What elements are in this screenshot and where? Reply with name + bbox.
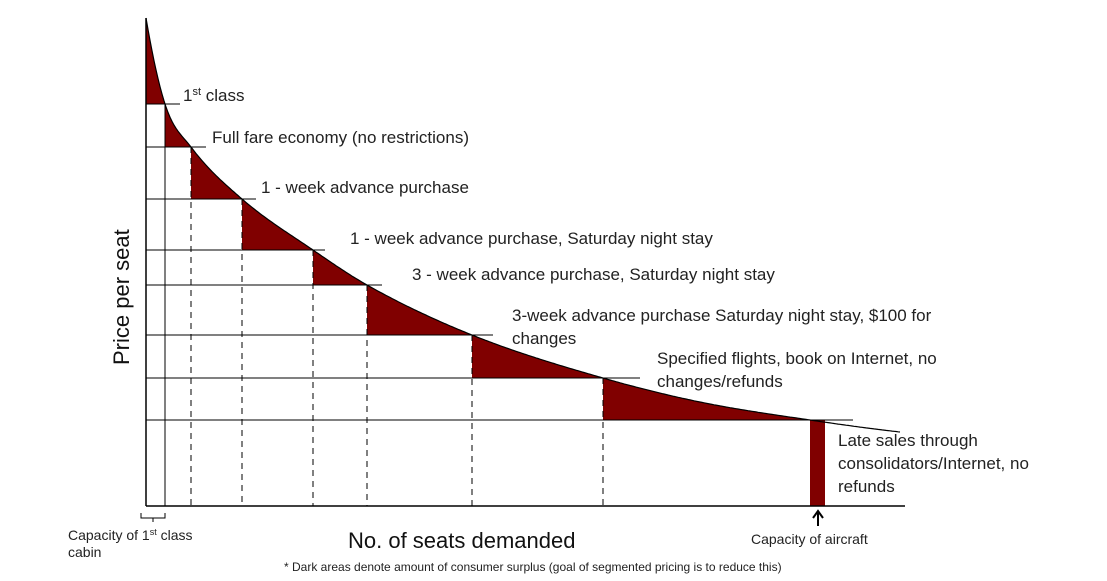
fare-label-1-week-saturday: 1 - week advance purchase, Saturday nigh…: [350, 229, 713, 248]
footnote: * Dark areas denote amount of consumer s…: [284, 560, 782, 574]
surplus-area-3-week-saturday-100: [367, 285, 472, 335]
fare-label-1-week: 1 - week advance purchase: [261, 178, 469, 197]
surplus-area-specified-flights: [472, 335, 603, 378]
demand-curve: [145, 17, 901, 433]
y-axis-title: Price per seat: [109, 229, 134, 365]
capacity-aircraft-label: Capacity of aircraft: [751, 531, 868, 547]
surplus-areas: [146, 18, 825, 506]
surplus-area-full-fare: [165, 104, 191, 147]
fare-label-3-week-saturday-100: 3-week advance purchase Saturday night s…: [512, 306, 936, 348]
arrow-up-icon: [812, 509, 824, 526]
fare-label-first-class: 1st class: [183, 86, 245, 105]
fare-label-3-week-saturday: 3 - week advance purchase, Saturday nigh…: [412, 265, 775, 284]
first-class-bracket: [140, 513, 166, 522]
surplus-area-late-sales: [810, 420, 825, 506]
surplus-area-3-week-saturday: [313, 250, 367, 285]
fare-label-specified-flights: Specified flights, book on Internet, no …: [657, 349, 941, 391]
fare-label-late-sales: Late sales through consolidators/Interne…: [838, 431, 1034, 496]
surplus-area-first-class: [146, 18, 165, 104]
capacity-first-class-label: Capacity of 1st class cabin: [68, 527, 196, 560]
surplus-area-1-week-saturday: [242, 199, 313, 250]
surplus-area-late-sales-step: [603, 378, 810, 420]
surplus-area-1-week: [191, 147, 242, 199]
fare-label-full-fare: Full fare economy (no restrictions): [212, 128, 469, 147]
x-axis-title: No. of seats demanded: [348, 528, 575, 553]
fare-step-lines: [146, 103, 853, 506]
